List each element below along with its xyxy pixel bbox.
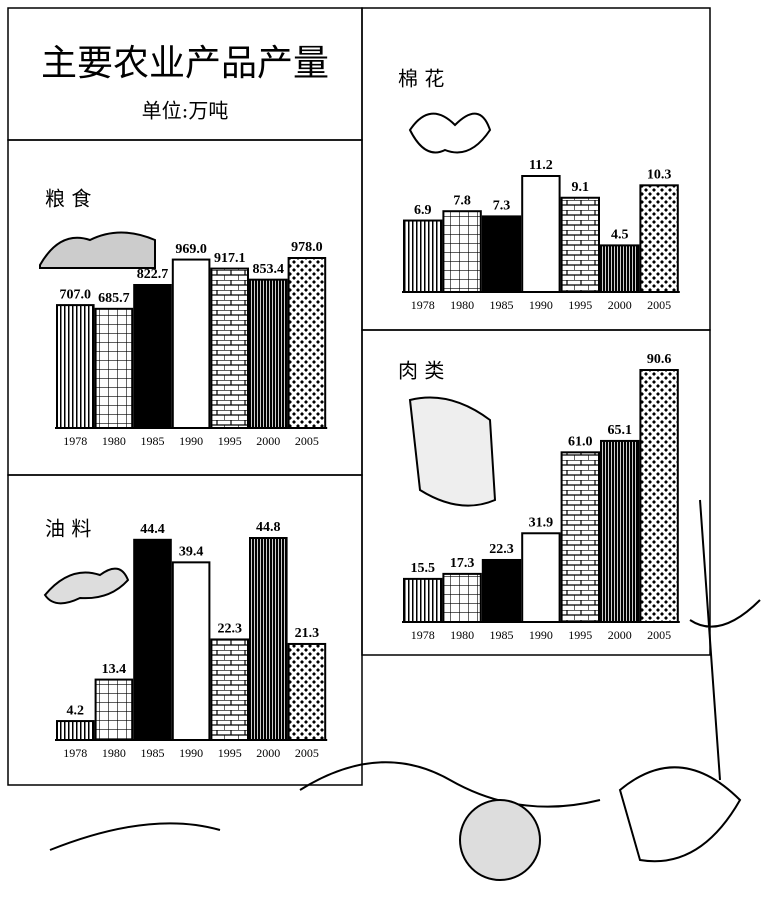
subtitle: 单位:万吨	[142, 99, 229, 123]
x-tick-label: 1990	[529, 298, 553, 312]
x-tick-label: 2005	[647, 628, 671, 642]
value-label: 10.3	[647, 168, 672, 183]
bar	[483, 560, 520, 622]
x-tick-label: 1995	[218, 746, 242, 760]
bar	[562, 198, 599, 292]
x-tick-label: 1980	[102, 746, 126, 760]
x-tick-label: 2000	[256, 434, 280, 448]
chart-title: 棉 花	[398, 67, 444, 91]
x-tick-label: 2005	[295, 746, 319, 760]
x-tick-label: 1978	[63, 746, 87, 760]
value-label: 822.7	[137, 267, 169, 282]
value-label: 685.7	[98, 291, 130, 306]
x-tick-label: 2000	[256, 746, 280, 760]
x-tick-label: 1995	[568, 628, 592, 642]
value-label: 39.4	[179, 545, 204, 560]
value-label: 44.8	[256, 520, 281, 535]
chart-title: 肉 类	[398, 359, 444, 383]
value-label: 7.8	[453, 193, 471, 208]
bar	[443, 211, 480, 292]
value-label: 978.0	[291, 240, 323, 255]
bar	[640, 370, 677, 622]
bar	[289, 258, 326, 428]
bar	[57, 721, 94, 740]
bar	[134, 285, 171, 428]
bar	[96, 680, 133, 740]
x-tick-label: 2000	[608, 628, 632, 642]
bar	[289, 644, 326, 740]
x-tick-label: 1995	[218, 434, 242, 448]
value-label: 21.3	[295, 626, 320, 641]
value-label: 17.3	[450, 556, 475, 571]
chart-title: 油 料	[45, 517, 91, 541]
x-tick-label: 1985	[490, 628, 514, 642]
bar	[250, 280, 287, 428]
value-label: 4.5	[611, 228, 629, 243]
x-tick-label: 1978	[411, 298, 435, 312]
value-label: 90.6	[647, 352, 672, 367]
x-tick-label: 2005	[295, 434, 319, 448]
bar	[483, 216, 520, 292]
value-label: 707.0	[60, 287, 92, 302]
bar	[443, 574, 480, 622]
x-tick-label: 1980	[450, 298, 474, 312]
value-label: 853.4	[253, 262, 285, 277]
x-tick-label: 1985	[141, 434, 165, 448]
x-tick-label: 1985	[490, 298, 514, 312]
value-label: 61.0	[568, 435, 593, 450]
bar	[601, 245, 638, 292]
bar	[173, 562, 210, 740]
main-title: 主要农业产品产量	[41, 43, 329, 84]
value-label: 11.2	[529, 158, 553, 173]
x-tick-label: 1978	[63, 434, 87, 448]
x-tick-label: 1985	[141, 746, 165, 760]
x-tick-label: 1995	[568, 298, 592, 312]
value-label: 917.1	[214, 251, 246, 266]
bar	[522, 533, 559, 622]
value-label: 4.2	[67, 703, 85, 718]
x-tick-label: 1990	[179, 434, 203, 448]
value-label: 44.4	[140, 522, 165, 537]
value-label: 22.3	[489, 542, 514, 557]
bar	[522, 176, 559, 292]
value-label: 31.9	[529, 515, 554, 530]
bar	[134, 540, 171, 740]
x-tick-label: 2005	[647, 298, 671, 312]
bar	[601, 441, 638, 622]
bar	[57, 305, 94, 428]
bar	[562, 452, 599, 622]
value-label: 65.1	[607, 423, 632, 438]
value-label: 15.5	[410, 561, 435, 576]
bar	[96, 309, 133, 428]
value-label: 7.3	[493, 199, 511, 214]
bar	[211, 269, 248, 428]
x-tick-label: 1990	[179, 746, 203, 760]
bar	[250, 538, 287, 740]
value-label: 969.0	[175, 242, 207, 257]
infographic: 主要农业产品产量 单位:万吨 粮 食 707.0 1978 685.7 1980 822.…	[0, 0, 765, 904]
bar	[404, 579, 441, 622]
x-tick-label: 2000	[608, 298, 632, 312]
x-tick-label: 1990	[529, 628, 553, 642]
bar	[211, 639, 248, 740]
value-label: 13.4	[102, 662, 127, 677]
x-tick-label: 1978	[411, 628, 435, 642]
bar	[404, 221, 441, 292]
value-label: 6.9	[414, 203, 432, 218]
chart-title: 粮 食	[45, 187, 91, 211]
bar	[173, 260, 210, 428]
value-label: 9.1	[572, 180, 590, 195]
x-tick-label: 1980	[102, 434, 126, 448]
bar	[640, 185, 677, 292]
value-label: 22.3	[217, 622, 242, 637]
x-tick-label: 1980	[450, 628, 474, 642]
